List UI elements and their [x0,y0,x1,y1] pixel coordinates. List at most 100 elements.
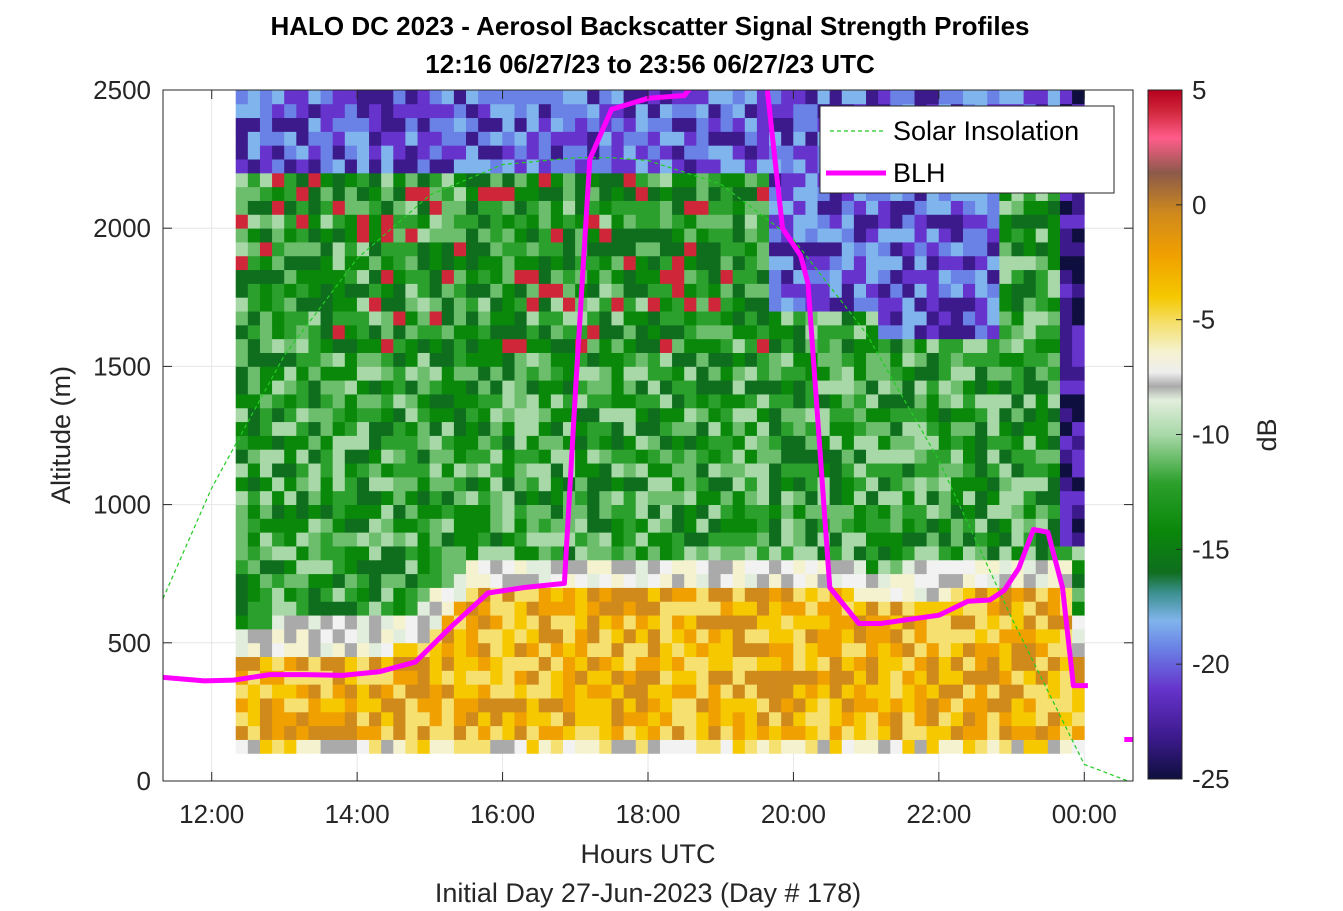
heatmap-cell [562,366,576,381]
heatmap-cell [659,366,673,381]
heatmap-cell [417,324,431,340]
heatmap-cell [975,642,988,658]
heatmap-cell [878,449,891,464]
heatmap-cell [308,449,321,464]
heatmap-cell [926,297,940,312]
heatmap-cell [817,311,831,326]
heatmap-cell [805,642,818,658]
heatmap-cell [744,518,758,533]
heatmap-cell [441,559,455,575]
heatmap-cell [1047,200,1061,215]
heatmap-cell [526,242,540,257]
heatmap-cell [672,725,685,740]
heatmap-cell [853,587,867,602]
heatmap-cell [259,366,273,381]
heatmap-cell [926,255,940,271]
heatmap-cell [514,739,528,754]
heatmap-cell [866,573,879,588]
heatmap-cell [781,90,794,105]
heatmap-cell [356,435,370,450]
heatmap-cell [587,490,600,505]
heatmap-cell [417,380,431,395]
heatmap-cell [611,463,624,478]
heatmap-cell [902,559,915,575]
heatmap-cell [369,311,382,326]
heatmap-cell [466,255,479,271]
heatmap-cell [793,380,806,395]
heatmap-cell [659,200,673,215]
heatmap-cell [623,269,637,284]
heatmap-cell [478,435,491,450]
heatmap-cell [938,269,952,284]
heatmap-cell [647,601,661,616]
heatmap-cell [853,228,867,243]
heatmap-cell [247,725,261,740]
heatmap-cell [999,90,1012,105]
heatmap-cell [817,242,831,257]
heatmap-cell [975,228,988,243]
heatmap-cell [987,504,1000,519]
heatmap-cell [587,725,600,740]
heatmap-cell [611,380,624,395]
heatmap-cell [599,684,612,699]
heatmap-cell [502,684,515,699]
heatmap-cell [478,601,491,616]
heatmap-cell [902,311,915,326]
heatmap-cell [575,656,588,671]
heatmap-cell [490,380,503,395]
heatmap-cell [914,504,928,519]
x-tick-label-4: 20:00 [761,799,826,829]
heatmap-cell [962,504,976,519]
heatmap-cell [1011,449,1025,464]
heatmap-cell [259,338,273,353]
heatmap-cell [478,380,491,395]
heatmap-cell [890,725,903,740]
heatmap-cell [490,283,503,298]
heatmap-cell [853,642,867,658]
heatmap-cell [575,172,588,188]
heatmap-cell [429,601,443,616]
heatmap-cell [1023,352,1037,367]
heatmap-cell [744,463,758,478]
heatmap-cell [1011,283,1025,298]
heatmap-cell [853,380,867,395]
heatmap-cell [478,518,491,533]
heatmap-cell [744,546,758,561]
heatmap-cell [659,698,673,713]
heatmap-cell [344,449,358,464]
heatmap-cell [478,628,491,644]
heatmap-cell [684,615,697,630]
heatmap-cell [853,449,867,464]
heatmap-cell [441,90,455,105]
heatmap-cell [502,476,515,492]
heatmap-cell [1023,670,1037,685]
heatmap-cell [962,200,976,215]
heatmap-cell [429,283,443,298]
heatmap-cell [769,642,782,658]
heatmap-cell [1059,421,1073,436]
heatmap-cell [853,518,867,533]
heatmap-cell [684,407,697,423]
heatmap-cell [635,366,649,381]
heatmap-cell [805,698,818,713]
heatmap-cell [599,449,612,464]
heatmap-cell [696,642,709,658]
heatmap-cell [926,449,940,464]
heatmap-cell [550,711,564,727]
heatmap-cell [478,311,491,326]
heatmap-cell [575,546,588,561]
heatmap-cell [962,380,976,395]
heatmap-cell [866,656,879,671]
heatmap-cell [259,324,273,340]
heatmap-cell [1059,739,1073,754]
heatmap-cell [744,228,758,243]
heatmap-cell [878,684,891,699]
heatmap-cell [878,407,891,423]
heatmap-cell [732,504,746,519]
heatmap-cell [1035,615,1049,630]
heatmap-cell [914,463,928,478]
heatmap-cell [453,587,467,602]
heatmap-cell [623,394,637,409]
heatmap-cell [550,145,564,160]
heatmap-cell [635,214,649,229]
